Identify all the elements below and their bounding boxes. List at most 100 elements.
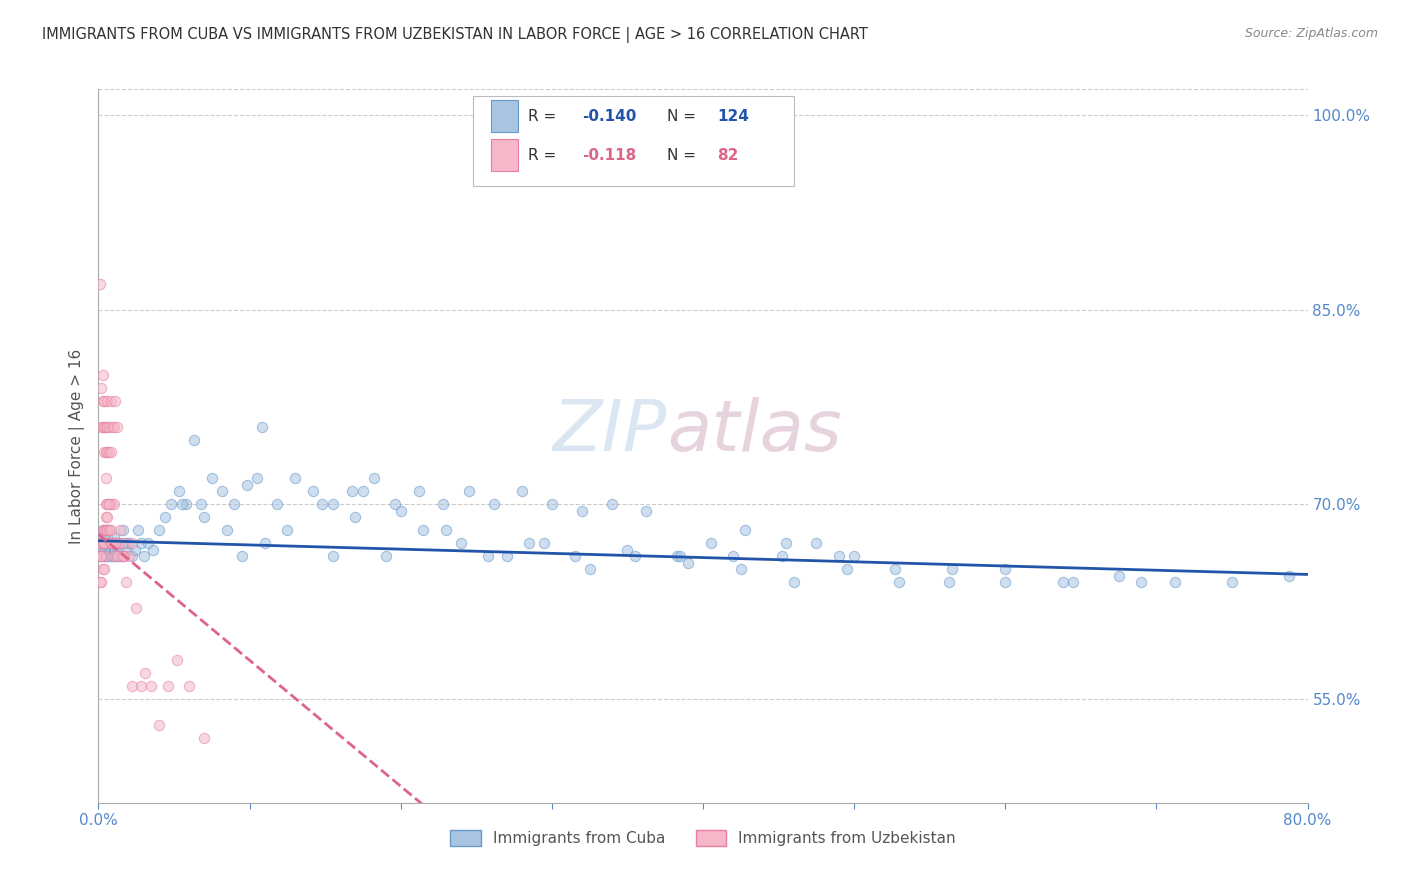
- Point: [104, 542, 127, 557]
- Point: [276, 524, 298, 538]
- Point: [167, 484, 190, 499]
- Point: [105, 549, 128, 564]
- FancyBboxPatch shape: [492, 100, 517, 132]
- Point: [211, 484, 233, 499]
- Point: [224, 497, 246, 511]
- Point: [101, 536, 124, 550]
- Point: [93, 542, 115, 557]
- Point: [93, 524, 115, 538]
- Point: [100, 393, 122, 408]
- Point: [104, 393, 127, 408]
- Point: [96, 419, 118, 434]
- Point: [571, 504, 593, 518]
- Point: [93, 549, 115, 564]
- Point: [578, 562, 600, 576]
- Point: [484, 497, 506, 511]
- Text: ZIP: ZIP: [553, 397, 666, 467]
- Point: [98, 445, 121, 459]
- Point: [96, 497, 118, 511]
- Point: [889, 575, 911, 590]
- Point: [103, 536, 125, 550]
- Point: [93, 536, 115, 550]
- Point: [90, 381, 112, 395]
- Point: [103, 542, 125, 557]
- Point: [1163, 575, 1185, 590]
- Point: [114, 575, 136, 590]
- Point: [103, 497, 125, 511]
- Point: [98, 497, 121, 511]
- Point: [723, 549, 745, 564]
- Legend: Immigrants from Cuba, Immigrants from Uzbekistan: Immigrants from Cuba, Immigrants from Uz…: [444, 824, 962, 852]
- Point: [114, 536, 136, 550]
- Point: [734, 524, 756, 538]
- Point: [108, 524, 131, 538]
- Point: [98, 524, 121, 538]
- Point: [174, 497, 197, 511]
- Point: [89, 549, 111, 564]
- Point: [98, 497, 121, 511]
- Point: [94, 536, 117, 550]
- Point: [129, 536, 152, 550]
- Point: [91, 536, 114, 550]
- Text: IMMIGRANTS FROM CUBA VS IMMIGRANTS FROM UZBEKISTAN IN LABOR FORCE | AGE > 16 COR: IMMIGRANTS FROM CUBA VS IMMIGRANTS FROM …: [42, 27, 868, 43]
- Point: [100, 549, 122, 564]
- Point: [384, 497, 406, 511]
- Point: [98, 542, 121, 557]
- Point: [94, 471, 117, 485]
- Text: -0.118: -0.118: [582, 148, 637, 162]
- Point: [1062, 575, 1084, 590]
- Point: [89, 536, 111, 550]
- Point: [495, 549, 517, 564]
- Point: [108, 549, 131, 564]
- Point: [105, 549, 128, 564]
- Point: [100, 536, 122, 550]
- Text: 124: 124: [717, 109, 749, 124]
- Point: [96, 536, 118, 550]
- Point: [96, 549, 118, 564]
- Point: [142, 542, 165, 557]
- Point: [676, 556, 699, 570]
- Point: [179, 679, 201, 693]
- Point: [170, 497, 193, 511]
- Point: [98, 419, 121, 434]
- Point: [112, 549, 135, 564]
- Point: [124, 542, 146, 557]
- Point: [93, 445, 115, 459]
- Point: [730, 562, 752, 576]
- Point: [994, 575, 1017, 590]
- FancyBboxPatch shape: [492, 139, 517, 171]
- Point: [90, 549, 112, 564]
- Point: [533, 536, 555, 550]
- Point: [89, 277, 111, 291]
- Point: [783, 575, 806, 590]
- Point: [432, 497, 454, 511]
- Text: 82: 82: [717, 148, 740, 162]
- Point: [938, 575, 960, 590]
- Point: [201, 471, 224, 485]
- Point: [450, 536, 472, 550]
- Point: [634, 504, 657, 518]
- Point: [624, 549, 647, 564]
- Point: [806, 536, 828, 550]
- Point: [510, 484, 533, 499]
- Point: [457, 484, 479, 499]
- Text: R =: R =: [527, 148, 555, 162]
- Text: N =: N =: [666, 148, 696, 162]
- Point: [132, 549, 155, 564]
- Point: [111, 549, 134, 564]
- Point: [89, 549, 111, 564]
- Point: [105, 419, 128, 434]
- Point: [193, 731, 215, 745]
- Point: [669, 549, 692, 564]
- Point: [302, 484, 325, 499]
- Point: [193, 510, 215, 524]
- Point: [107, 536, 129, 550]
- Point: [408, 484, 430, 499]
- Point: [103, 530, 125, 544]
- Point: [104, 549, 127, 564]
- Point: [98, 536, 121, 550]
- FancyBboxPatch shape: [474, 96, 793, 186]
- Point: [250, 419, 273, 434]
- Point: [134, 666, 156, 681]
- Point: [835, 562, 858, 576]
